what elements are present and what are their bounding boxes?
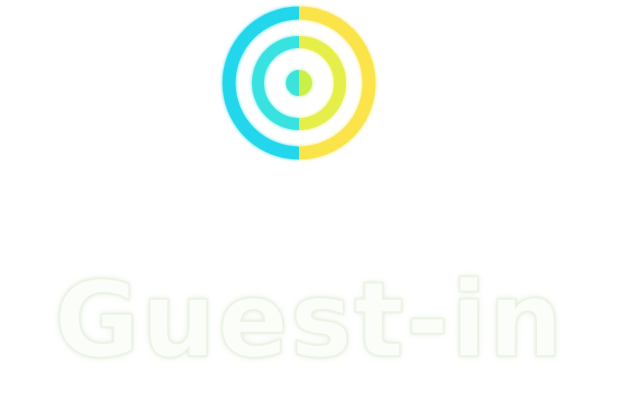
center-dot-left <box>286 70 299 96</box>
outer-ring-left <box>222 6 300 160</box>
middle-ring-right <box>298 36 346 130</box>
outer-ring-right <box>298 6 376 160</box>
middle-ring-left <box>252 36 300 130</box>
center-dot-right <box>299 70 312 96</box>
brand-wordmark: Guest-in <box>54 259 565 381</box>
target-pin-icon <box>167 6 434 272</box>
